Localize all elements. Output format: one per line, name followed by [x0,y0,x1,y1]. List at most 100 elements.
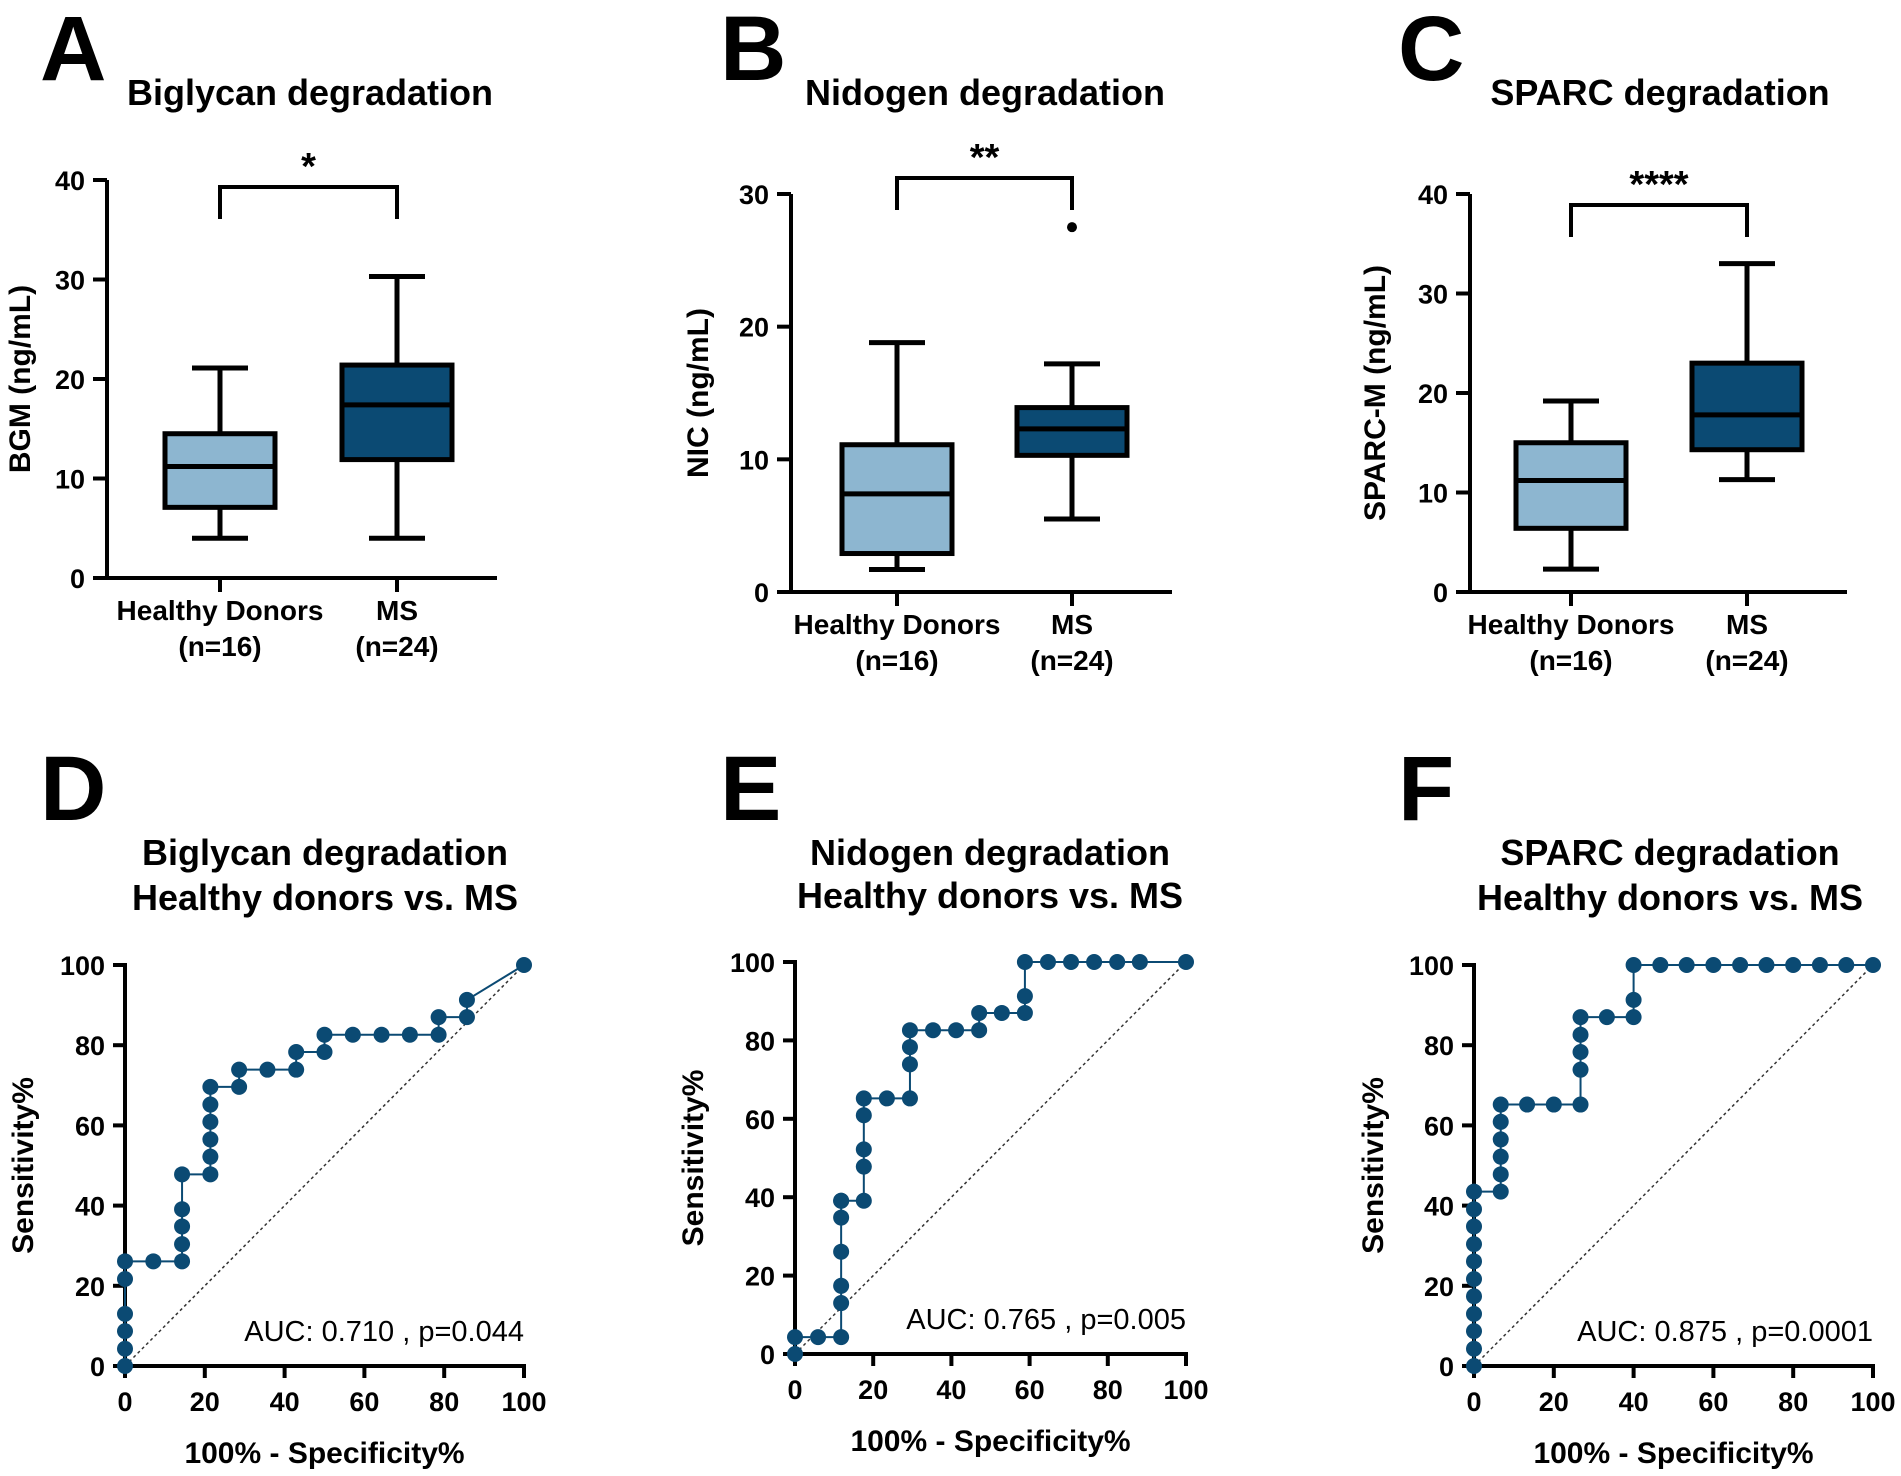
y-tick-label: 60 [75,1111,105,1141]
roc-point [1039,954,1056,970]
panel-letter: F [1398,738,1454,840]
roc-point [1732,957,1749,973]
roc-point [1492,1166,1509,1183]
y-tick-label: 80 [75,1031,105,1061]
box-ms [1014,405,1130,458]
roc-point [1466,1358,1482,1374]
roc-point [1466,1305,1482,1322]
roc-point [1016,988,1033,1005]
roc-point [1131,954,1148,970]
category-label: MS [376,595,418,626]
y-tick-label: 30 [55,266,85,296]
roc-point [1492,1096,1509,1113]
roc-point [202,1096,219,1113]
roc-point [117,1305,133,1322]
category-n-label: (n=16) [855,645,938,676]
roc-point [1466,1270,1482,1287]
auc-annotation: AUC: 0.710 , p=0.044 [244,1316,524,1348]
roc-point [1466,1201,1482,1218]
roc-point [202,1131,219,1148]
y-tick-label: 10 [55,465,85,495]
y-tick-label: 10 [739,445,769,475]
y-tick-label: 100 [730,948,775,978]
roc-point [1519,1096,1536,1113]
y-tick-label: 40 [1418,180,1448,210]
boxplot-panel-c: C SPARC degradation SPARC-M (ng/mL) 0 10 20 30… [1359,0,1847,676]
roc-point [316,1044,333,1061]
roc-point [1625,957,1642,973]
roc-point [810,1329,827,1346]
roc-point [833,1295,850,1312]
roc-point [1758,957,1775,973]
roc-point [1466,1288,1482,1305]
category-n-label: (n=24) [1705,645,1788,676]
roc-point [787,1329,803,1346]
y-tick-label: 100 [1409,951,1454,981]
roc-point [516,957,532,973]
roc-point [1652,957,1669,973]
roc-point [430,1026,447,1043]
x-tick-label: 100 [1163,1375,1208,1405]
outlier-point [1067,222,1077,233]
roc-point [117,1340,133,1357]
roc-point [1625,991,1642,1008]
y-tick-label: 0 [90,1352,105,1382]
x-tick-label: 100 [501,1387,546,1417]
roc-point [1705,957,1722,973]
roc-point [1466,1218,1482,1235]
y-axis-label: Sensitivity% [1357,1077,1390,1254]
roc-point [855,1158,872,1175]
panel-title-line2: Healthy donors vs. MS [797,875,1183,916]
box-ms [339,362,455,463]
roc-point [925,1022,942,1039]
roc-point [901,1039,918,1056]
x-tick-label: 80 [429,1387,459,1417]
panel-title-line1: Biglycan degradation [142,832,508,873]
roc-point [202,1078,219,1095]
y-axis-label: NIC (ng/mL) [682,308,715,478]
roc-point [174,1201,191,1218]
y-tick-label: 40 [75,1192,105,1222]
roc-point [344,1026,361,1043]
y-tick-label: 20 [1418,379,1448,409]
category-n-label: (n=16) [1529,645,1612,676]
roc-point [1492,1183,1509,1200]
panel-title-line1: SPARC degradation [1500,832,1839,873]
y-tick-label: 40 [745,1183,775,1213]
y-tick-label: 30 [1418,280,1448,310]
category-label: MS [1051,609,1093,640]
roc-point [1572,1044,1589,1061]
panel-title-line2: Healthy donors vs. MS [1477,877,1863,918]
y-tick-label: 80 [745,1026,775,1056]
significance-stars: **** [1629,164,1688,206]
category-label: Healthy Donors [117,595,324,626]
roc-point [878,1090,895,1107]
roc-point [855,1141,872,1158]
roc-point [993,1004,1010,1021]
roc-point [1086,954,1103,970]
y-axis-label: Sensitivity% [7,1077,40,1254]
significance-stars: * [301,146,316,188]
y-tick-label: 20 [55,365,85,395]
box-healthy [1513,440,1629,531]
category-n-label: (n=24) [1030,645,1113,676]
boxplot-panel-a: A Biglycan degradation BGM (ng/mL) 0 10 20 30 4… [4,0,497,662]
roc-point [1678,957,1695,973]
roc-point [316,1026,333,1043]
roc-point [202,1113,219,1130]
roc-point [202,1166,219,1183]
roc-point [1466,1340,1482,1357]
panel-letter: A [40,0,106,100]
y-tick-label: 100 [60,951,105,981]
y-tick-label: 0 [1433,578,1448,608]
roc-point [833,1192,850,1209]
reference-diagonal [1473,964,1874,1367]
significance-bracket [218,185,399,219]
roc-point [971,1004,988,1021]
box-ms [1689,360,1805,453]
roc-point [145,1253,162,1270]
roc-point [855,1192,872,1209]
auc-annotation: AUC: 0.875 , p=0.0001 [1577,1316,1873,1348]
